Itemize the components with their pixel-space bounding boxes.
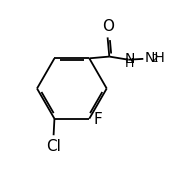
Text: N: N — [124, 52, 134, 66]
Text: Cl: Cl — [46, 139, 61, 154]
Text: H: H — [125, 57, 134, 70]
Text: NH: NH — [144, 51, 165, 65]
Text: 2: 2 — [151, 54, 158, 64]
Text: F: F — [93, 112, 102, 127]
Text: O: O — [103, 19, 114, 34]
